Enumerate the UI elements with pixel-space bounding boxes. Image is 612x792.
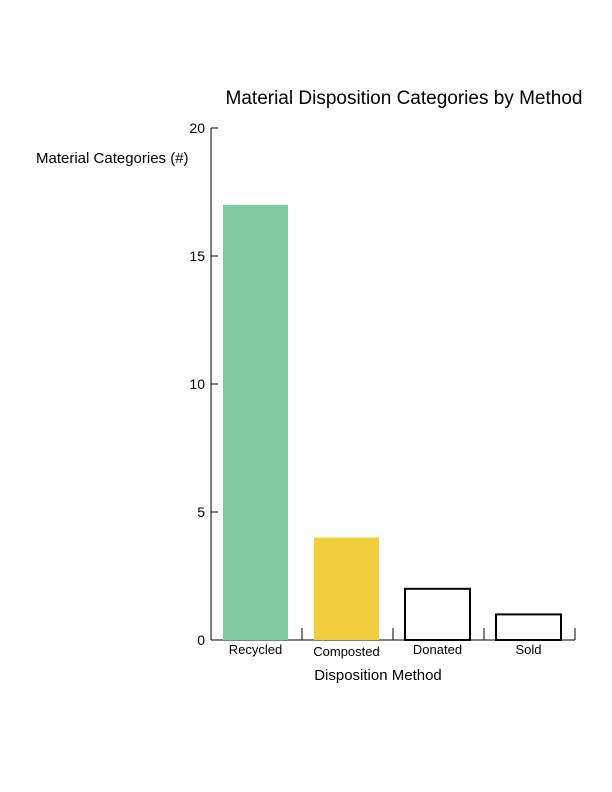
y-tick-label: 15 [189, 248, 205, 264]
y-axis-label: Material Categories (#) [36, 150, 189, 167]
bar-donated [404, 587, 471, 641]
x-ticks [301, 628, 576, 640]
chart-title: Material Disposition Categories by Metho… [226, 88, 583, 109]
x-axis-label: Disposition Method [314, 667, 442, 684]
x-tick-label: Composted [313, 644, 379, 659]
x-tick-label: Sold [515, 642, 541, 657]
bar-sold [495, 613, 562, 642]
y-ticks: 0 5 10 15 20 [189, 120, 218, 648]
y-tick-label: 20 [189, 120, 205, 136]
x-tick-label: Donated [413, 642, 462, 657]
x-tick-label: Recycled [229, 642, 282, 657]
y-tick-label: 0 [197, 632, 205, 648]
category-labels: Recycled Composted Donated Sold [229, 642, 542, 659]
y-tick-label: 10 [189, 376, 205, 392]
bar-composted [314, 537, 379, 640]
y-tick-label: 5 [197, 504, 205, 520]
bar-recycled [223, 204, 288, 641]
bars [223, 204, 562, 642]
